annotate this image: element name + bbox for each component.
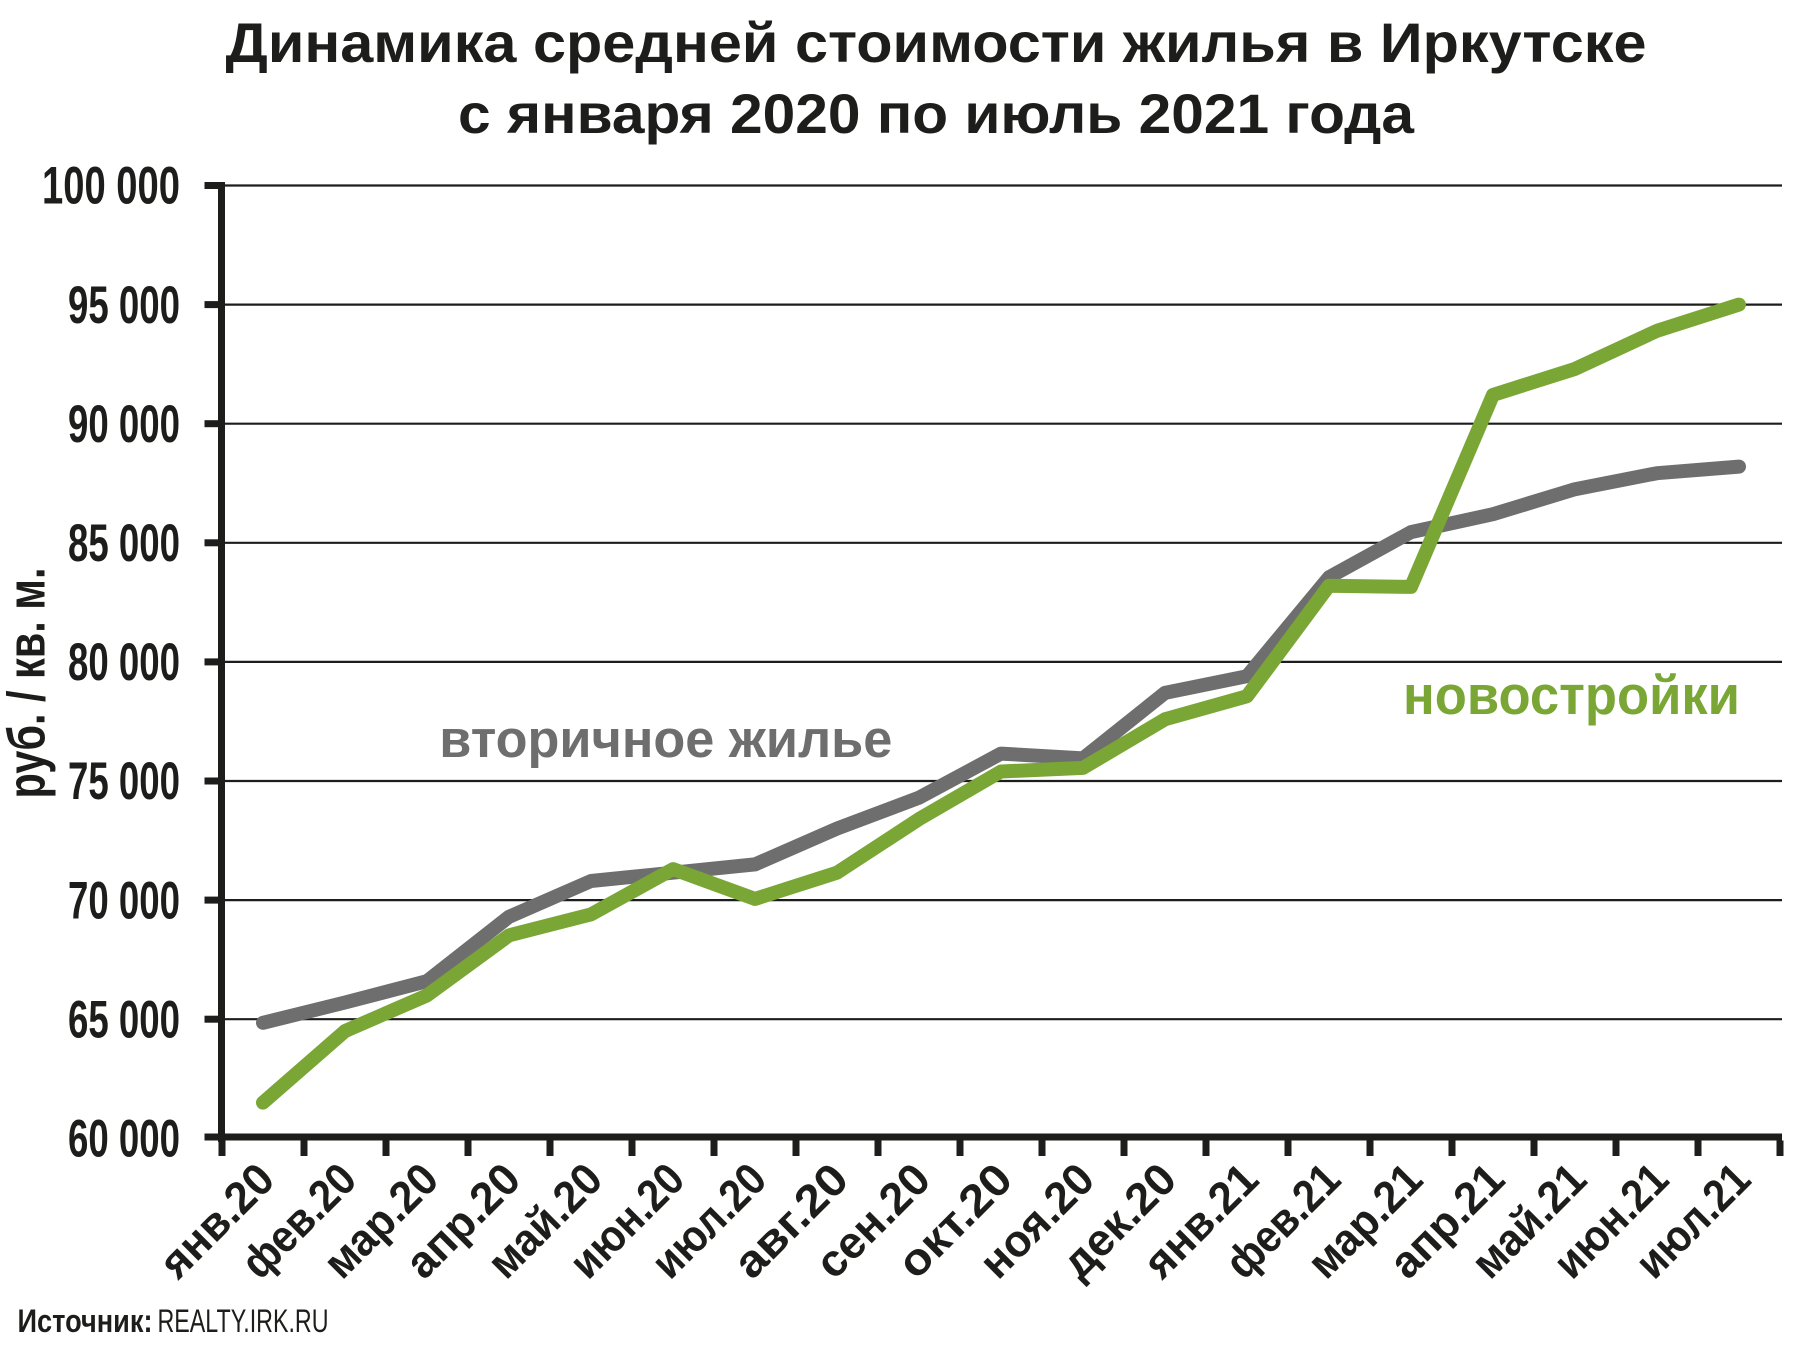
svg-text:70 000: 70 000: [68, 871, 180, 930]
svg-text:с января 2020 по июль 2021 год: с января 2020 по июль 2021 года: [458, 82, 1415, 145]
svg-text:95 000: 95 000: [68, 276, 180, 335]
svg-text:новостройки: новостройки: [1403, 664, 1740, 726]
svg-text:Источник:REALTY.IRK.RU: Источник: REALTY.IRK.RU: [18, 1303, 329, 1339]
svg-text:руб. / кв. м.: руб. / кв. м.: [0, 568, 57, 799]
svg-text:75 000: 75 000: [68, 752, 180, 811]
svg-text:100 000: 100 000: [42, 157, 180, 216]
svg-text:вторичное жилье: вторичное жилье: [439, 710, 892, 769]
svg-text:85 000: 85 000: [68, 514, 180, 573]
svg-text:80 000: 80 000: [68, 633, 180, 692]
svg-text:65 000: 65 000: [68, 990, 180, 1049]
svg-text:60 000: 60 000: [68, 1110, 180, 1169]
svg-text:90 000: 90 000: [68, 395, 180, 454]
svg-text:Динамика средней стоимости жи: Динамика средней стоимости жилья в Иркут…: [226, 11, 1647, 74]
